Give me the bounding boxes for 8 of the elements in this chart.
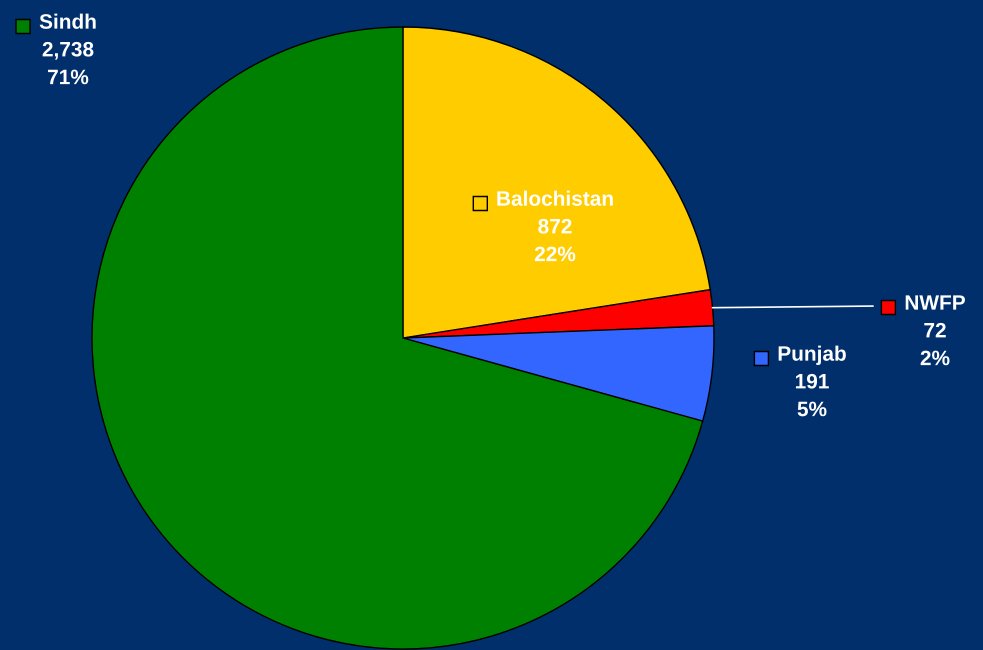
data-label: 2,738 71% [42, 42, 94, 84]
data-label: 191 5% [796, 374, 829, 416]
legend-label: Punjab [778, 346, 846, 365]
data-label: 72 2% [920, 322, 950, 366]
legend-label: Sindh [40, 14, 96, 29]
legend-label: NWFP [906, 295, 965, 310]
legend-label: Balochistan [497, 190, 613, 206]
data-label: 872 22% [534, 218, 576, 262]
